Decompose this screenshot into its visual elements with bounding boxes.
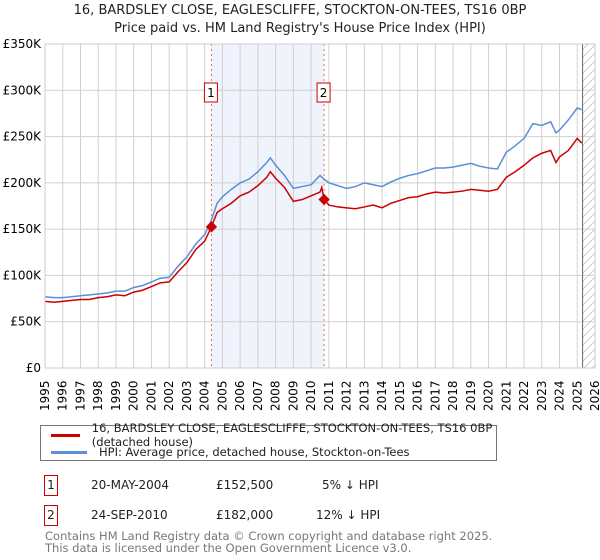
x-tick-label: 2012: [340, 380, 354, 411]
transaction-number: 2: [44, 505, 58, 526]
transaction-row: 1 20-MAY-2004 £152,500 5% ↓ HPI: [44, 475, 444, 496]
chart-subtitle: Price paid vs. HM Land Registry's House …: [114, 21, 486, 36]
x-tick-label: 2006: [233, 380, 247, 411]
shaded-period: [211, 44, 325, 368]
sale-point: [205, 221, 218, 233]
x-tick-label: 2013: [357, 380, 371, 411]
y-tick-label: £200K: [3, 176, 43, 190]
sale-label-box: [203, 82, 218, 103]
y-tick-label: £0: [26, 361, 41, 375]
y-tick-label: £50K: [10, 315, 42, 329]
x-tick-label: 1996: [56, 380, 70, 411]
price-paid-line: [44, 137, 583, 304]
x-tick-label: 2007: [251, 380, 265, 411]
x-tick-label: 2021: [499, 380, 513, 411]
legend-label: HPI: Average price, detached house, Stoc…: [99, 445, 410, 459]
y-tick-label: £150K: [3, 222, 43, 236]
x-tick-label: 2009: [286, 380, 300, 411]
y-tick-label: £300K: [3, 83, 43, 97]
x-tick-label: 2019: [464, 380, 478, 411]
x-tick-label: 1998: [91, 380, 105, 411]
transaction-number: 1: [44, 475, 58, 496]
sale-point: [318, 193, 330, 206]
x-tick-label: 2002: [162, 380, 176, 411]
legend-item-property: 16, BARDSLEY CLOSE, EAGLESCLIFFE, STOCKT…: [51, 421, 496, 449]
x-tick-label: 2024: [553, 380, 567, 411]
x-tick-label: 2018: [446, 380, 460, 411]
x-tick-label: 2023: [535, 380, 549, 411]
x-tick-label: 2008: [269, 380, 283, 411]
footer-copyright: Contains HM Land Registry data © Crown c…: [45, 529, 493, 543]
x-tick-label: 2001: [144, 380, 158, 411]
x-tick-label: 1995: [38, 380, 52, 411]
footer: Contains HM Land Registry data © Crown c…: [45, 530, 492, 554]
x-tick-label: 1999: [109, 380, 123, 411]
forecast-hatch: [582, 44, 595, 368]
legend-label: 16, BARDSLEY CLOSE, EAGLESCLIFFE, STOCKT…: [91, 421, 493, 449]
sale-label: 1: [207, 86, 215, 100]
price-chart: 1995 1996 1997 1998 1999 2000 2001 2002 2003 2004…: [3, 37, 600, 411]
hpi-line: [44, 106, 582, 299]
y-tick-label: £350K: [3, 37, 43, 51]
legend: 16, BARDSLEY CLOSE, EAGLESCLIFFE, STOCKT…: [40, 421, 497, 461]
transaction-date: 24-SEP-2010: [91, 508, 168, 522]
transaction-hpi-diff: 12% ↓ HPI: [316, 508, 381, 522]
x-tick-label: 2000: [127, 380, 141, 411]
x-tick-label: 2010: [304, 380, 318, 411]
y-tick-label: £250K: [3, 130, 43, 144]
x-tick-label: 2015: [393, 380, 407, 411]
transaction-row: 2 24-SEP-2010 £182,000 12% ↓ HPI: [44, 505, 444, 526]
y-tick-label: £100K: [3, 268, 43, 282]
sale-label: 2: [320, 86, 328, 100]
x-tick-label: 2003: [180, 380, 194, 411]
x-tick-label: 2022: [517, 380, 531, 411]
sale-label-box: [316, 82, 331, 103]
x-tick-label: 2026: [588, 380, 600, 411]
x-tick-label: 2017: [428, 380, 442, 411]
blue-line-swatch: [51, 450, 87, 454]
transaction-date: 20-MAY-2004: [91, 478, 170, 492]
transaction-price: £152,500: [216, 478, 274, 492]
x-tick-label: 1997: [73, 380, 87, 411]
x-tick-label: 2020: [482, 380, 496, 411]
red-line-swatch: [51, 433, 80, 437]
footer-licence: This data is licensed under the Open Gov…: [45, 541, 412, 555]
x-tick-label: 2016: [411, 380, 425, 411]
legend-item-hpi: HPI: Average price, detached house, Stoc…: [51, 444, 410, 460]
x-tick-label: 2005: [215, 380, 229, 411]
transaction-hpi-diff: 5% ↓ HPI: [322, 478, 379, 492]
plot-frame: [44, 43, 596, 369]
x-tick-label: 2004: [198, 380, 212, 411]
x-tick-label: 2025: [570, 380, 584, 411]
x-tick-label: 2011: [322, 380, 336, 411]
x-tick-label: 2014: [375, 380, 389, 411]
transaction-price: £182,000: [216, 508, 274, 522]
chart-title: 16, BARDSLEY CLOSE, EAGLESCLIFFE, STOCKT…: [73, 3, 527, 18]
